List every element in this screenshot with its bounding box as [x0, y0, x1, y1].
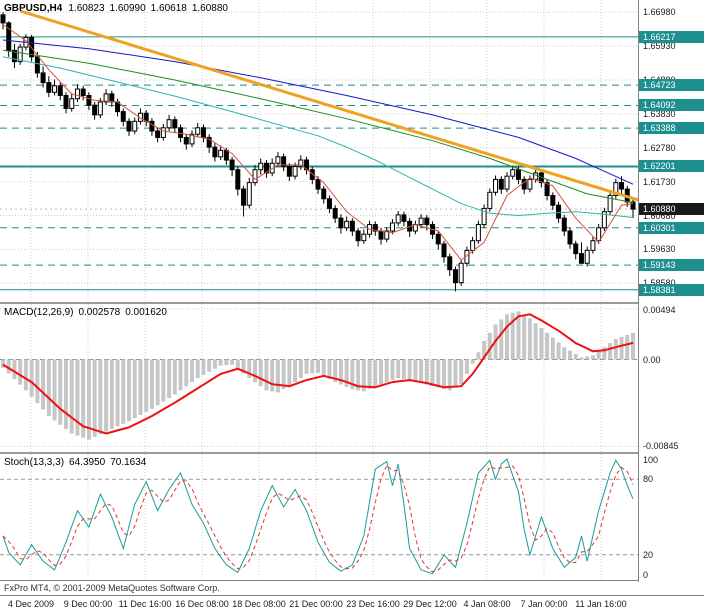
stochastic-indicator-canvas[interactable] [0, 454, 638, 580]
macd-tick-label: -0.00845 [643, 441, 679, 452]
date-tick-label: 9 Dec 00:00 [63, 599, 113, 609]
price-tick-label: 1.61730 [643, 176, 676, 187]
stoch-main-value: 64.3950 [69, 457, 106, 468]
macd-tick-label: 0.00494 [643, 305, 676, 315]
date-tick-label: 18 Dec 08:00 [232, 599, 286, 609]
bid-price-badge: 1.60880 [639, 203, 704, 216]
price-tick-label: 1.63830 [643, 108, 676, 119]
date-tick-label: 11 Dec 16:00 [118, 599, 172, 609]
date-tick-label: 11 Jan 16:00 [575, 599, 627, 609]
macd-signal-value: 0.001620 [125, 307, 167, 318]
copyright-text: FxPro MT4, © 2001-2009 MetaQuotes Softwa… [4, 583, 220, 593]
date-tick-label: 4 Dec 2009 [7, 599, 55, 609]
ohlc-close: 1.60880 [191, 3, 228, 14]
macd-indicator-canvas[interactable] [0, 304, 638, 452]
date-tick-label: 7 Jan 00:00 [520, 599, 568, 609]
hline-price-badge: 1.62201 [639, 160, 704, 173]
price-scale[interactable]: 1.669801.659301.648801.638301.627801.617… [638, 0, 704, 582]
hline-price-badge: 1.64092 [639, 99, 704, 112]
date-tick-label: 4 Jan 08:00 [463, 599, 511, 609]
ohlc-high: 1.60990 [109, 3, 146, 14]
symbol-timeframe: GBPUSD,H4 [4, 3, 63, 14]
price-tick-label: 1.59630 [643, 244, 676, 255]
ohlc-open: 1.60823 [68, 3, 105, 14]
hline-price-badge: 1.60301 [639, 221, 704, 234]
ohlc-low: 1.60618 [150, 3, 187, 14]
panel-separator [0, 580, 704, 581]
price-tick-label: 1.65930 [643, 41, 676, 52]
hline-price-badge: 1.66217 [639, 30, 704, 43]
stoch-signal-value: 70.1634 [110, 457, 147, 468]
stoch-tick-label: 100 [643, 455, 659, 465]
time-scale-border [0, 595, 704, 596]
macd-tick-label: 0.00 [643, 354, 661, 365]
macd-indicator-label: MACD(12,26,9) 0.002578 0.001620 [4, 307, 172, 318]
main-price-chart-canvas[interactable] [0, 0, 638, 302]
price-tick-label: 1.58580 [643, 278, 676, 289]
date-tick-label: 23 Dec 16:00 [346, 599, 400, 609]
stoch-name: Stoch(13,3,3) [4, 457, 65, 468]
chart-title: GBPUSD,H4 1.60823 1.60990 1.60618 1.60880 [4, 3, 233, 14]
panel-separator[interactable] [0, 302, 704, 304]
macd-main-value: 0.002578 [78, 307, 121, 318]
hline-price-badge: 1.64723 [639, 79, 704, 92]
panel-separator[interactable] [0, 452, 704, 454]
macd-name: MACD(12,26,9) [4, 307, 74, 318]
price-tick-label: 1.66980 [643, 7, 676, 18]
stoch-indicator-label: Stoch(13,3,3) 64.3950 70.1634 [4, 457, 151, 468]
hline-price-badge: 1.63388 [639, 122, 704, 135]
stoch-tick-label: 80 [643, 474, 654, 485]
stoch-tick-label: 20 [643, 549, 654, 560]
date-tick-label: 16 Dec 08:00 [175, 599, 229, 609]
date-tick-label: 29 Dec 12:00 [403, 599, 457, 609]
hline-price-badge: 1.58381 [639, 283, 704, 296]
time-scale[interactable]: 4 Dec 2009 9 Dec 00:00 11 Dec 16:00 16 Dec … [0, 597, 638, 615]
stoch-tick-label: 0 [643, 570, 649, 580]
hline-price-badge: 1.59143 [639, 259, 704, 272]
price-tick-label: 1.62780 [643, 142, 676, 153]
price-tick-label: 1.60680 [643, 210, 676, 221]
date-tick-label: 21 Dec 00:00 [289, 599, 343, 609]
